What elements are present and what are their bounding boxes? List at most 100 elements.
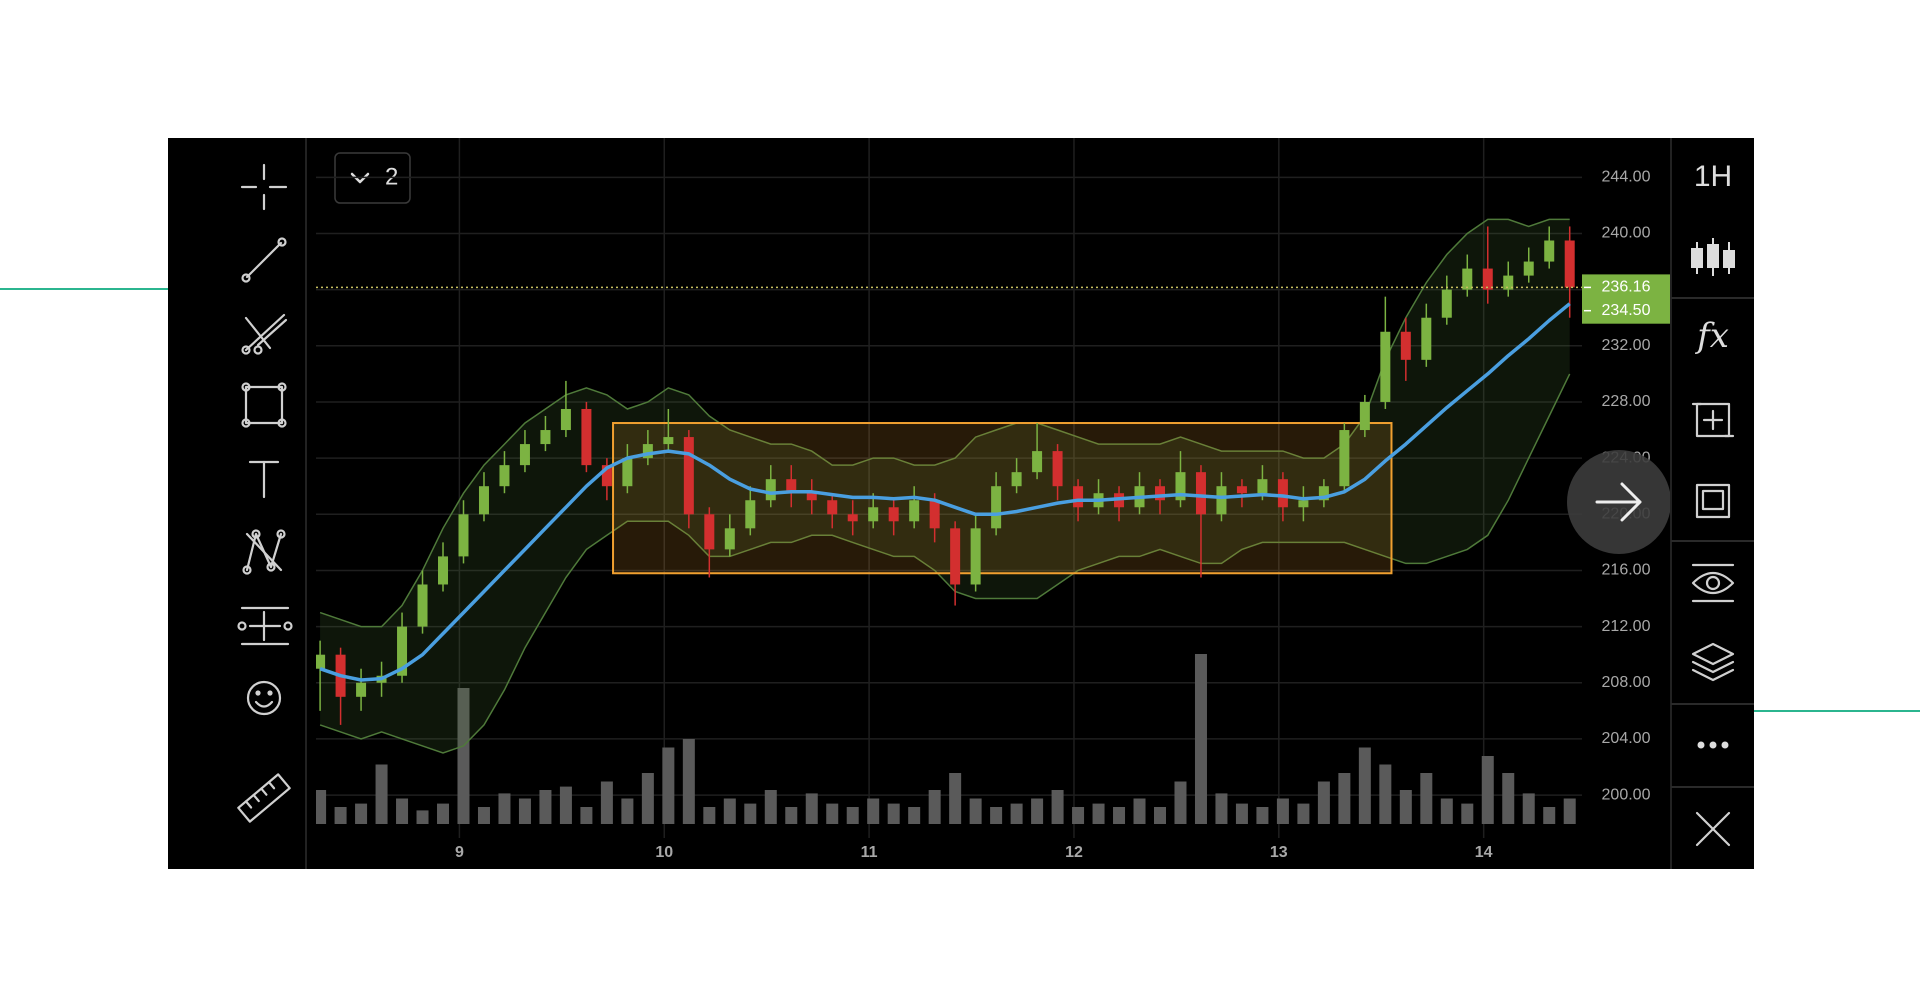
y-tick-label: 216.00 bbox=[1602, 562, 1651, 579]
candle-body bbox=[745, 500, 756, 529]
candle-body bbox=[519, 444, 530, 466]
pitchfork-tool[interactable] bbox=[241, 313, 288, 355]
volume-bar bbox=[1051, 790, 1064, 824]
volume-bar bbox=[1010, 803, 1023, 824]
volume-bar bbox=[1072, 807, 1085, 824]
text-tool[interactable] bbox=[248, 460, 280, 499]
volume-bar bbox=[1031, 798, 1044, 824]
volume-bar bbox=[416, 810, 429, 824]
candle-body bbox=[847, 514, 858, 522]
y-tick-label: 240.00 bbox=[1602, 225, 1651, 242]
candle-body bbox=[888, 507, 899, 522]
volume-bar bbox=[1338, 773, 1351, 824]
x-tick-label: 13 bbox=[1270, 844, 1288, 861]
candle-body bbox=[622, 458, 633, 487]
close-button[interactable] bbox=[1695, 811, 1731, 847]
interval-button[interactable]: 1H bbox=[1694, 160, 1732, 193]
candle-body bbox=[1298, 500, 1309, 508]
candle-body bbox=[1032, 451, 1043, 473]
rectangle-tool[interactable] bbox=[241, 382, 287, 428]
volume-bar bbox=[969, 798, 982, 824]
crosshair-tool[interactable] bbox=[240, 163, 288, 211]
volume-bar bbox=[1113, 807, 1126, 824]
candle-body bbox=[1236, 486, 1247, 494]
volume-bar bbox=[334, 807, 347, 824]
y-tick-label: 228.00 bbox=[1602, 393, 1651, 410]
volume-bar bbox=[641, 773, 654, 824]
price-tag-label: 236.16 bbox=[1602, 279, 1651, 296]
add-chart-button[interactable] bbox=[1691, 402, 1735, 438]
emoji-tool[interactable] bbox=[246, 680, 282, 716]
volume-bar bbox=[375, 764, 388, 824]
x-tick-label: 11 bbox=[861, 844, 878, 861]
volume-bar bbox=[703, 807, 716, 824]
price-tag-label: 234.50 bbox=[1602, 302, 1651, 319]
trendline-tool[interactable] bbox=[241, 237, 287, 283]
candle-body bbox=[1277, 479, 1288, 508]
ruler-tool[interactable] bbox=[237, 773, 291, 823]
volume-bar bbox=[1297, 803, 1310, 824]
compare-button[interactable] bbox=[1695, 483, 1731, 519]
y-tick-label: 200.00 bbox=[1602, 786, 1651, 803]
volume-bar bbox=[928, 790, 941, 824]
chart-area: 200.00204.00208.00212.00216.00220.00224.… bbox=[316, 138, 1671, 861]
volume-bar bbox=[1317, 781, 1330, 824]
right-toolbar: 1H fx bbox=[1670, 138, 1754, 869]
x-tick-label: 9 bbox=[455, 844, 464, 861]
candle-body bbox=[683, 437, 694, 515]
y-tick-label: 208.00 bbox=[1602, 674, 1651, 691]
volume-bar bbox=[457, 688, 470, 824]
volume-bar bbox=[559, 786, 572, 824]
candle-body bbox=[1155, 486, 1165, 501]
volume-bar bbox=[846, 807, 859, 824]
band-lower bbox=[319, 373, 1571, 754]
moving-average bbox=[319, 302, 1571, 682]
volume-bar bbox=[1502, 773, 1515, 824]
candle-body bbox=[806, 493, 817, 501]
candle-body bbox=[316, 654, 326, 669]
candle-body bbox=[356, 682, 367, 697]
layers-button[interactable] bbox=[1691, 642, 1735, 682]
candle-body bbox=[1195, 472, 1206, 515]
volume-bar bbox=[805, 793, 818, 824]
candle-body bbox=[1175, 472, 1186, 501]
volume-bar bbox=[621, 798, 634, 824]
candle-body bbox=[1503, 275, 1514, 290]
measure-tool[interactable] bbox=[237, 606, 293, 646]
x-tick-label: 12 bbox=[1065, 844, 1083, 861]
band-fill bbox=[320, 219, 1570, 753]
indicators-button[interactable]: fx bbox=[1694, 316, 1729, 356]
candle-body bbox=[581, 408, 592, 466]
candle-body bbox=[1216, 486, 1227, 515]
volume-bar bbox=[1379, 764, 1392, 824]
candle-body bbox=[1462, 268, 1473, 290]
candle-body bbox=[765, 479, 776, 501]
volume-bar bbox=[355, 803, 368, 824]
volume-bar bbox=[539, 790, 552, 824]
candle-body bbox=[1073, 486, 1084, 508]
volume-bar bbox=[1358, 747, 1371, 824]
candle-body bbox=[1400, 331, 1411, 360]
volume-bar bbox=[1235, 803, 1248, 824]
volume-bar bbox=[437, 803, 450, 824]
scroll-right-button[interactable] bbox=[1567, 450, 1671, 554]
app-panel bbox=[168, 138, 1754, 869]
candle-body bbox=[704, 514, 715, 550]
candle-body bbox=[1441, 289, 1452, 318]
volume-bar bbox=[908, 807, 921, 824]
path-tool[interactable] bbox=[242, 529, 286, 575]
candle-body bbox=[786, 479, 797, 494]
volume-bar bbox=[949, 773, 962, 824]
candle-body bbox=[909, 500, 920, 522]
candle-body bbox=[417, 584, 428, 627]
candle-body bbox=[1011, 472, 1022, 487]
volume-bar bbox=[1174, 781, 1187, 824]
candle-body bbox=[1339, 430, 1350, 487]
more-button[interactable] bbox=[1697, 741, 1729, 749]
candle-body bbox=[601, 465, 612, 487]
visibility-button[interactable] bbox=[1691, 563, 1735, 603]
candle-body bbox=[1318, 486, 1329, 501]
candle-body bbox=[540, 430, 551, 445]
chart-type-button[interactable] bbox=[1691, 238, 1735, 276]
plot-layer bbox=[316, 218, 1576, 824]
